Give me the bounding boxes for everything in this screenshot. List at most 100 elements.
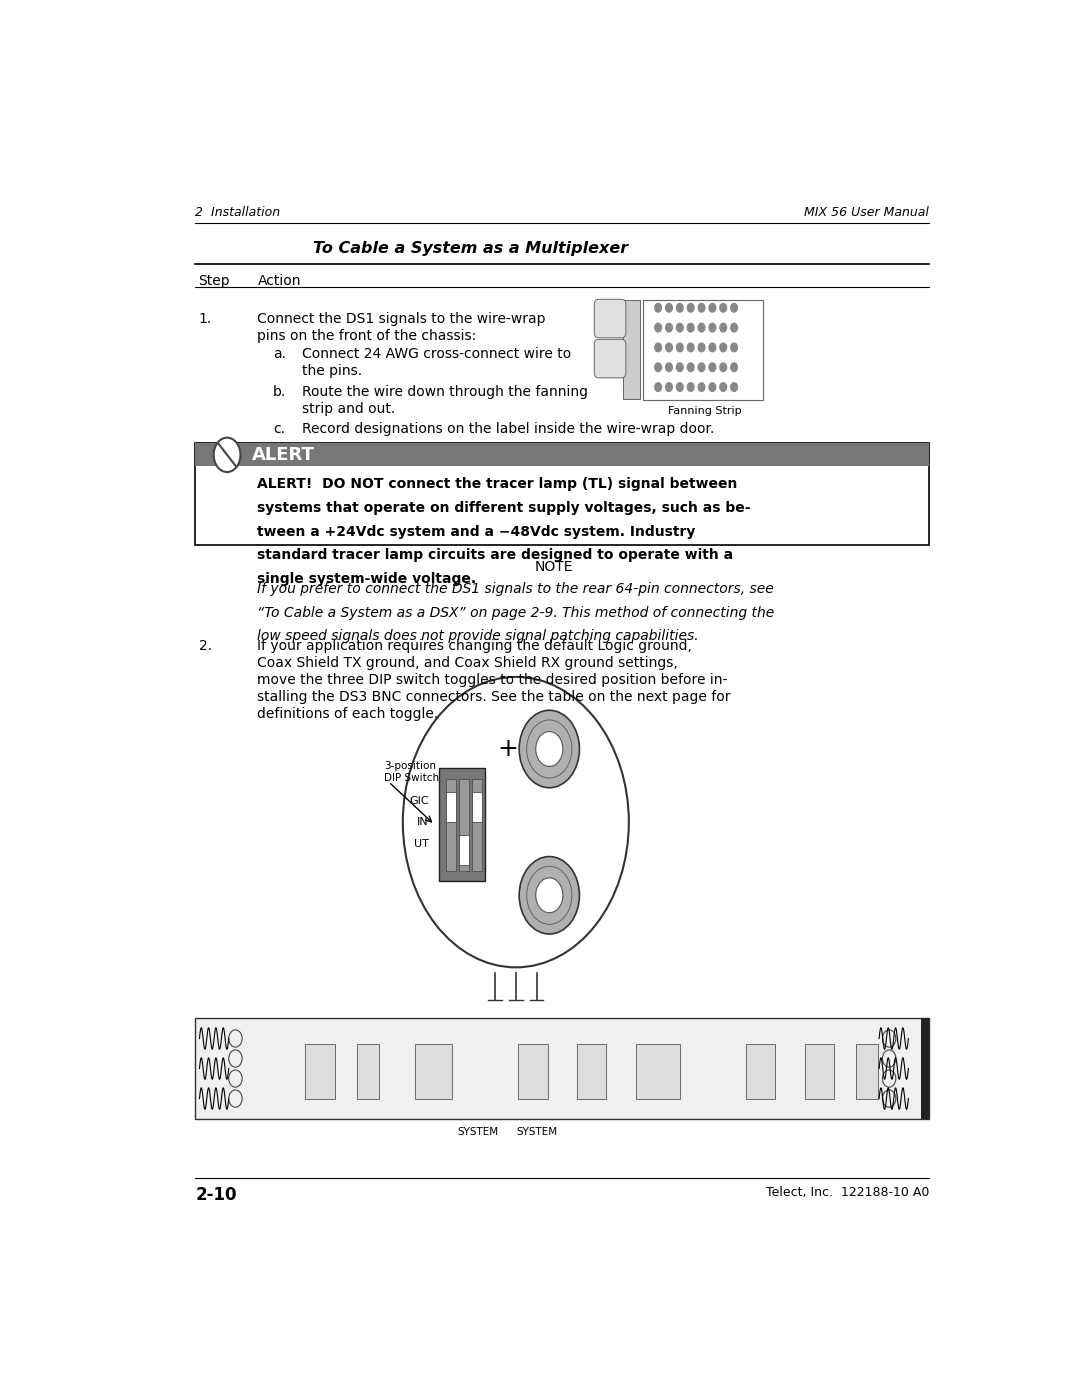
Bar <box>446 780 456 870</box>
Text: b.: b. <box>273 384 286 398</box>
Circle shape <box>710 383 716 391</box>
Circle shape <box>665 303 673 312</box>
Circle shape <box>676 363 684 372</box>
Circle shape <box>710 363 716 372</box>
Circle shape <box>731 363 738 372</box>
Text: Action: Action <box>257 274 301 288</box>
Bar <box>459 835 469 865</box>
Circle shape <box>687 363 694 372</box>
Text: single system-wide voltage.: single system-wide voltage. <box>257 571 476 585</box>
Circle shape <box>720 363 727 372</box>
Bar <box>438 768 485 882</box>
Text: the pins.: the pins. <box>301 365 362 379</box>
Text: MIX 56 User Manual: MIX 56 User Manual <box>805 207 929 219</box>
Text: SYSTEM: SYSTEM <box>457 1127 499 1137</box>
Bar <box>446 792 456 823</box>
Text: move the three DIP switch toggles to the desired position before in-: move the three DIP switch toggles to the… <box>257 673 728 687</box>
Text: 3-position: 3-position <box>384 761 436 771</box>
Text: strip and out.: strip and out. <box>301 402 395 416</box>
Text: ALERT!  DO NOT connect the tracer lamp (TL) signal between: ALERT! DO NOT connect the tracer lamp (T… <box>257 478 738 492</box>
Circle shape <box>536 732 563 767</box>
Circle shape <box>536 877 563 912</box>
Circle shape <box>665 363 673 372</box>
Circle shape <box>214 437 241 472</box>
Circle shape <box>654 344 661 352</box>
Text: 1.: 1. <box>199 313 212 327</box>
Text: tween a +24Vdc system and a −48Vdc system. Industry: tween a +24Vdc system and a −48Vdc syste… <box>257 524 696 538</box>
Text: Fanning Strip: Fanning Strip <box>667 407 742 416</box>
Circle shape <box>676 344 684 352</box>
Circle shape <box>654 363 661 372</box>
Text: UT: UT <box>414 838 429 848</box>
Circle shape <box>654 323 661 332</box>
Text: Coax Shield TX ground, and Coax Shield RX ground settings,: Coax Shield TX ground, and Coax Shield R… <box>257 655 678 669</box>
Circle shape <box>687 323 694 332</box>
Text: pins on the front of the chassis:: pins on the front of the chassis: <box>257 330 476 344</box>
Bar <box>195 1018 929 1119</box>
Circle shape <box>720 323 727 332</box>
Circle shape <box>710 303 716 312</box>
Circle shape <box>731 344 738 352</box>
Circle shape <box>687 303 694 312</box>
Text: 2  Installation: 2 Installation <box>195 207 281 219</box>
Circle shape <box>720 303 727 312</box>
Bar <box>921 1018 929 1119</box>
Text: standard tracer lamp circuits are designed to operate with a: standard tracer lamp circuits are design… <box>257 548 733 562</box>
Bar <box>856 1044 878 1098</box>
Text: Record designations on the label inside the wire-wrap door.: Record designations on the label inside … <box>301 422 714 436</box>
Text: +: + <box>497 738 518 761</box>
Text: 2-10: 2-10 <box>195 1186 237 1204</box>
Text: GIC: GIC <box>409 796 429 806</box>
Circle shape <box>676 303 684 312</box>
Circle shape <box>654 383 661 391</box>
Text: low speed signals does not provide signal patching capabilities.: low speed signals does not provide signa… <box>257 629 699 643</box>
FancyBboxPatch shape <box>594 339 626 377</box>
Bar <box>518 1044 548 1098</box>
Text: definitions of each toggle.: definitions of each toggle. <box>257 707 438 721</box>
Circle shape <box>403 678 629 967</box>
Bar <box>636 1044 679 1098</box>
Circle shape <box>720 383 727 391</box>
Bar <box>472 792 483 823</box>
Circle shape <box>698 323 705 332</box>
Text: SYSTEM: SYSTEM <box>516 1127 557 1137</box>
Circle shape <box>710 323 716 332</box>
Text: ALERT: ALERT <box>253 446 315 464</box>
Bar <box>746 1044 775 1098</box>
Text: c.: c. <box>273 422 285 436</box>
Circle shape <box>665 344 673 352</box>
Text: NOTE: NOTE <box>535 560 572 574</box>
Circle shape <box>665 323 673 332</box>
Text: Step: Step <box>199 274 230 288</box>
Bar <box>356 1044 379 1098</box>
Text: If you prefer to connect the DS1 signals to the rear 64-pin connectors, see: If you prefer to connect the DS1 signals… <box>257 583 774 597</box>
Bar <box>195 443 929 467</box>
Circle shape <box>519 710 580 788</box>
Bar <box>195 443 929 545</box>
Circle shape <box>698 344 705 352</box>
Text: a.: a. <box>273 346 286 360</box>
Circle shape <box>698 303 705 312</box>
Circle shape <box>687 383 694 391</box>
Bar <box>805 1044 834 1098</box>
Text: systems that operate on different supply voltages, such as be-: systems that operate on different supply… <box>257 502 751 515</box>
Bar <box>577 1044 606 1098</box>
Text: 2.: 2. <box>199 638 212 652</box>
Circle shape <box>519 856 580 935</box>
Text: DIP Switch: DIP Switch <box>384 773 440 784</box>
Circle shape <box>665 383 673 391</box>
Bar <box>459 780 469 870</box>
Text: If your application requires changing the default Logic ground,: If your application requires changing th… <box>257 638 692 652</box>
Circle shape <box>698 383 705 391</box>
Circle shape <box>676 323 684 332</box>
Bar <box>623 300 640 398</box>
Bar <box>306 1044 335 1098</box>
Bar <box>643 300 762 400</box>
Text: To Cable a System as a Multiplexer: To Cable a System as a Multiplexer <box>313 240 629 256</box>
Text: IN: IN <box>417 817 429 827</box>
Text: “To Cable a System as a DSX” on page 2-9. This method of connecting the: “To Cable a System as a DSX” on page 2-9… <box>257 605 774 619</box>
Circle shape <box>710 344 716 352</box>
Text: Telect, Inc.  122188-10 A0: Telect, Inc. 122188-10 A0 <box>766 1186 929 1199</box>
Circle shape <box>654 303 661 312</box>
Text: Route the wire down through the fanning: Route the wire down through the fanning <box>301 384 588 398</box>
